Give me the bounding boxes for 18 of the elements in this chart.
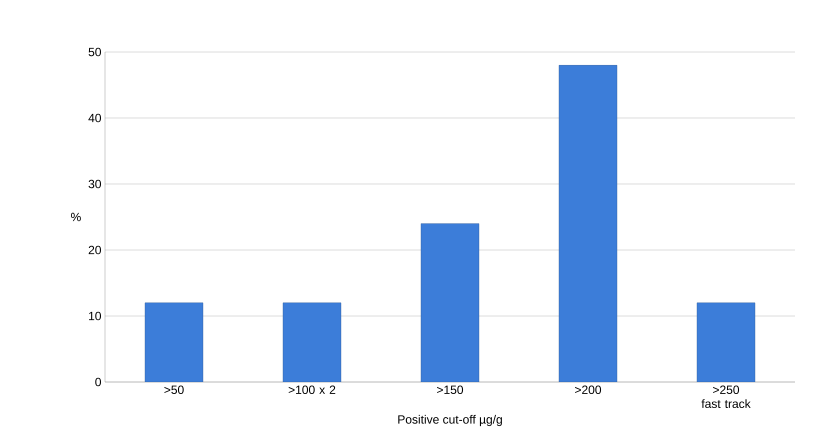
bar [282,302,342,382]
x-tick-label: >50 [164,386,184,394]
x-tick-label: >100 x 2 [288,386,336,394]
y-tick-label: 10 [89,312,102,320]
bar [144,302,204,382]
y-axis-title: % [71,212,81,222]
bar [696,302,756,382]
bar [558,65,618,382]
x-axis-title: Positive cut-off µg/g [398,414,502,426]
x-tick-label: >250 fast track [702,386,751,408]
bar [420,223,480,382]
x-tick-label: >150 [437,386,464,394]
y-tick-label: 50 [88,48,102,56]
y-tick-label: 30 [88,180,102,188]
x-tick-label: >200 [575,386,602,394]
y-tick-label: 0 [95,378,102,386]
y-tick-label: 40 [88,114,102,122]
y-tick-label: 20 [88,246,102,254]
